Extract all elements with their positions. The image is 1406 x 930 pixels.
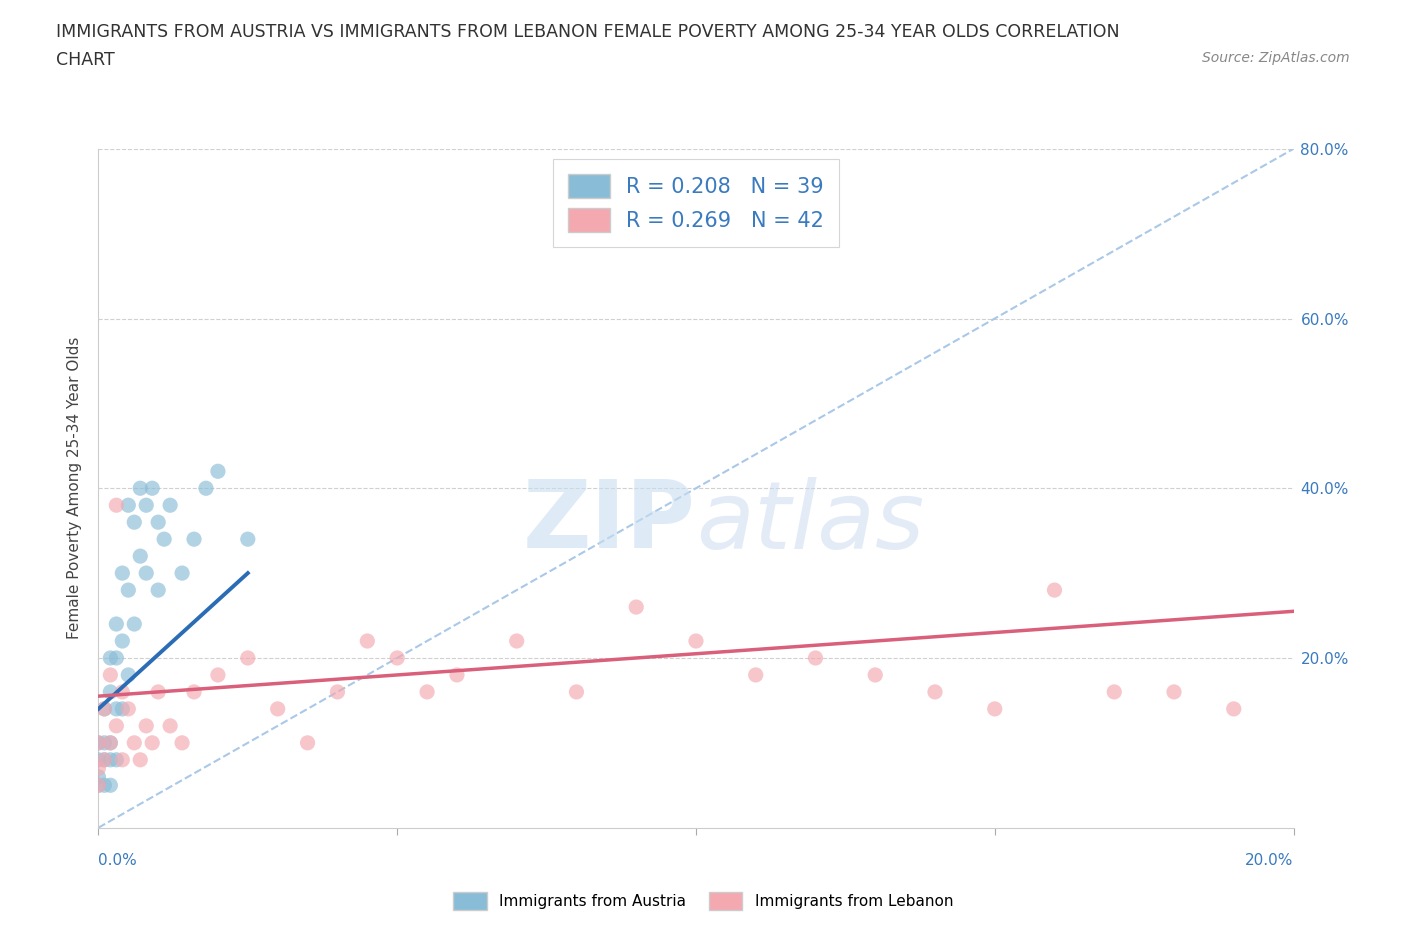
Point [159,719,181,734]
Point [159,498,181,512]
Point [129,752,152,767]
Point [1104,684,1126,699]
Point [565,684,588,699]
Point [93,752,115,767]
Point [148,515,170,530]
Point [100,736,122,751]
Point [135,565,157,580]
Point [183,684,205,699]
Point [984,701,1007,716]
Point [111,701,134,716]
Point [924,684,946,699]
Point [153,532,176,547]
Point [93,701,115,716]
Point [267,701,290,716]
Point [416,684,439,699]
Point [148,684,170,699]
Text: atlas: atlas [696,477,924,567]
Legend: Immigrants from Austria, Immigrants from Lebanon: Immigrants from Austria, Immigrants from… [446,884,960,918]
Point [93,701,115,716]
Point [105,651,128,666]
Point [87,777,110,792]
Point [87,752,110,767]
Point [117,668,139,683]
Point [195,481,218,496]
Point [93,752,115,767]
Point [111,752,134,767]
Point [326,684,349,699]
Point [105,617,128,631]
Text: Source: ZipAtlas.com: Source: ZipAtlas.com [1202,51,1350,65]
Point [124,515,146,530]
Point [129,481,152,496]
Point [148,582,170,598]
Point [100,777,122,792]
Point [100,752,122,767]
Point [1163,684,1185,699]
Point [124,736,146,751]
Point [446,668,468,683]
Point [685,633,707,648]
Point [93,777,115,792]
Point [100,684,122,699]
Point [100,651,122,666]
Point [804,651,827,666]
Point [87,769,110,784]
Point [236,651,259,666]
Point [865,668,887,683]
Point [172,565,194,580]
Point [87,736,110,751]
Point [356,633,378,648]
Point [141,736,163,751]
Point [141,481,163,496]
Point [111,565,134,580]
Y-axis label: Female Poverty Among 25-34 Year Olds: Female Poverty Among 25-34 Year Olds [67,337,83,640]
Point [111,633,134,648]
Point [1223,701,1246,716]
Point [117,701,139,716]
Text: 0.0%: 0.0% [98,853,138,868]
Point [385,651,409,666]
Point [135,719,157,734]
Point [297,736,319,751]
Point [100,736,122,751]
Point [129,549,152,564]
Point [626,600,648,615]
Point [135,498,157,512]
Point [111,684,134,699]
Point [207,668,229,683]
Point [236,532,259,547]
Point [745,668,768,683]
Point [105,752,128,767]
Text: IMMIGRANTS FROM AUSTRIA VS IMMIGRANTS FROM LEBANON FEMALE POVERTY AMONG 25-34 YE: IMMIGRANTS FROM AUSTRIA VS IMMIGRANTS FR… [56,23,1119,41]
Text: 20.0%: 20.0% [1246,853,1294,868]
Point [506,633,529,648]
Point [87,761,110,776]
Point [117,498,139,512]
Point [105,701,128,716]
Point [117,582,139,598]
Point [124,617,146,631]
Point [93,736,115,751]
Legend: R = 0.208   N = 39, R = 0.269   N = 42: R = 0.208 N = 39, R = 0.269 N = 42 [554,159,838,247]
Text: ZIP: ZIP [523,476,696,568]
Point [87,777,110,792]
Point [172,736,194,751]
Point [105,498,128,512]
Point [105,719,128,734]
Point [100,668,122,683]
Point [87,736,110,751]
Point [1043,582,1066,598]
Point [183,532,205,547]
Point [207,464,229,479]
Text: CHART: CHART [56,51,115,69]
